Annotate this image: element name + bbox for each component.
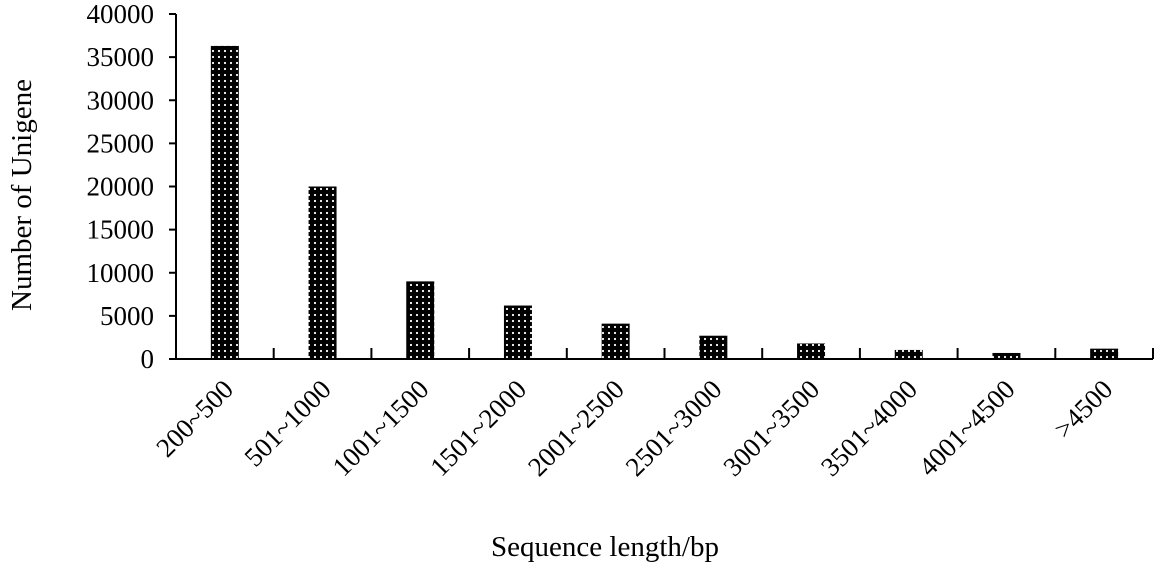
- y-tick-label: 35000: [87, 42, 155, 72]
- x-tick-label: 1001~1500: [327, 374, 435, 482]
- bar: [210, 45, 239, 359]
- x-tick-label: 200~500: [150, 374, 239, 463]
- bar: [894, 349, 923, 359]
- y-tick-label: 20000: [87, 172, 155, 202]
- bar: [308, 186, 337, 359]
- y-axis-title: Number of Unigene: [6, 79, 38, 311]
- x-tick-label: 1501~2000: [424, 374, 532, 482]
- x-axis-ticks: 200~500 501~10001001~15001501~20002001~25…: [150, 348, 1154, 482]
- bar: [1090, 348, 1119, 359]
- y-axis-ticks: 0 5000 10000 15000 20000 25000 30000 35000 40000: [87, 0, 176, 374]
- y-tick-label: 15000: [87, 215, 155, 245]
- x-tick-label: 2001~2500: [522, 374, 630, 482]
- bar: [699, 335, 728, 359]
- x-tick-label: 4001~4500: [913, 374, 1021, 482]
- y-tick-label: 0: [141, 344, 155, 374]
- x-tick-label: 3501~4000: [815, 374, 923, 482]
- bars: [210, 45, 1119, 359]
- y-tick-label: 10000: [87, 258, 155, 288]
- y-tick-label: 40000: [87, 0, 155, 29]
- y-tick-label: 30000: [87, 85, 155, 115]
- bar: [992, 352, 1021, 359]
- bar: [797, 343, 826, 359]
- x-axis-title: Sequence length/bp: [491, 531, 719, 563]
- bar: [406, 281, 435, 359]
- x-tick-label: 2501~3000: [620, 374, 728, 482]
- y-tick-label: 25000: [87, 128, 155, 158]
- y-tick-label: 5000: [100, 301, 154, 331]
- bar: [503, 305, 532, 359]
- bar: [601, 323, 630, 359]
- x-tick-label: 3001~3500: [717, 374, 825, 482]
- x-tick-label: 501~1000: [238, 374, 336, 472]
- x-tick-label: >4500: [1048, 374, 1118, 444]
